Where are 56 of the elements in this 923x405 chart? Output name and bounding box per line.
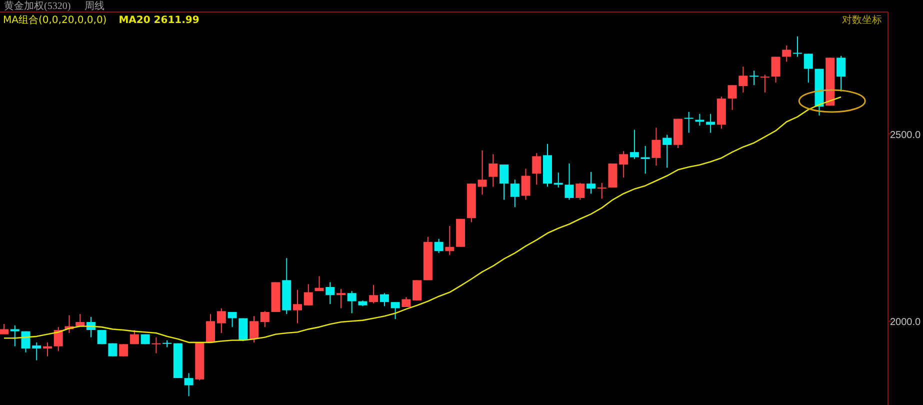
candlestick <box>216 308 226 334</box>
candlestick <box>771 56 780 84</box>
y-tick-label: 2500.0 <box>890 130 922 141</box>
candlestick <box>662 134 672 168</box>
candlestick <box>652 127 661 166</box>
candlestick <box>32 342 42 361</box>
candlestick <box>706 113 716 134</box>
candlestick <box>0 324 8 335</box>
candlestick <box>488 154 498 188</box>
candlestick <box>228 311 237 328</box>
candlestick <box>304 284 313 306</box>
candlestick <box>260 310 270 328</box>
candlestick <box>10 324 20 347</box>
text: MA20 2611.99 <box>118 15 200 26</box>
candlestick <box>369 284 378 304</box>
candlestick <box>793 36 802 58</box>
candlestick <box>54 326 63 352</box>
candlestick <box>597 182 606 200</box>
candlestick <box>750 70 759 86</box>
annotation: 周线 <box>84 0 105 12</box>
candlestick <box>292 289 302 324</box>
candlestick <box>314 276 324 292</box>
candlestick <box>119 344 128 357</box>
candlestick <box>390 302 400 320</box>
candlestick <box>804 53 813 84</box>
candlestick <box>782 45 792 62</box>
candlestick <box>510 179 520 208</box>
candlestick <box>42 342 52 357</box>
candlestick <box>478 150 487 196</box>
candlestick <box>445 225 454 256</box>
candlestick <box>532 152 542 186</box>
y-tick-label: 2000.0 <box>890 317 922 328</box>
candlestick <box>564 163 574 200</box>
annotation: 对数坐标 <box>842 14 882 26</box>
candlestick <box>380 292 389 307</box>
candlestick <box>130 330 139 345</box>
candlestick <box>684 111 694 134</box>
candlestick <box>184 372 194 397</box>
legend-title: MA组合(0,0,20,0,0,0) <box>3 14 107 26</box>
candlestick <box>336 288 346 309</box>
candlestick <box>521 168 530 200</box>
candlestick <box>500 164 509 200</box>
candlestick <box>412 280 422 301</box>
candlestick <box>250 316 259 343</box>
candlestick <box>619 150 628 178</box>
candlestick <box>630 129 639 160</box>
candlestick <box>206 314 216 343</box>
candlestick <box>836 55 846 92</box>
candlestick <box>760 74 770 93</box>
candlestick <box>347 290 356 314</box>
candlestick <box>434 238 444 254</box>
candlestick <box>152 336 161 354</box>
candlestick <box>586 171 596 194</box>
chart-title: 黄金加权(5320) <box>4 0 71 12</box>
candlestick <box>576 182 585 200</box>
candlestick <box>326 282 335 305</box>
